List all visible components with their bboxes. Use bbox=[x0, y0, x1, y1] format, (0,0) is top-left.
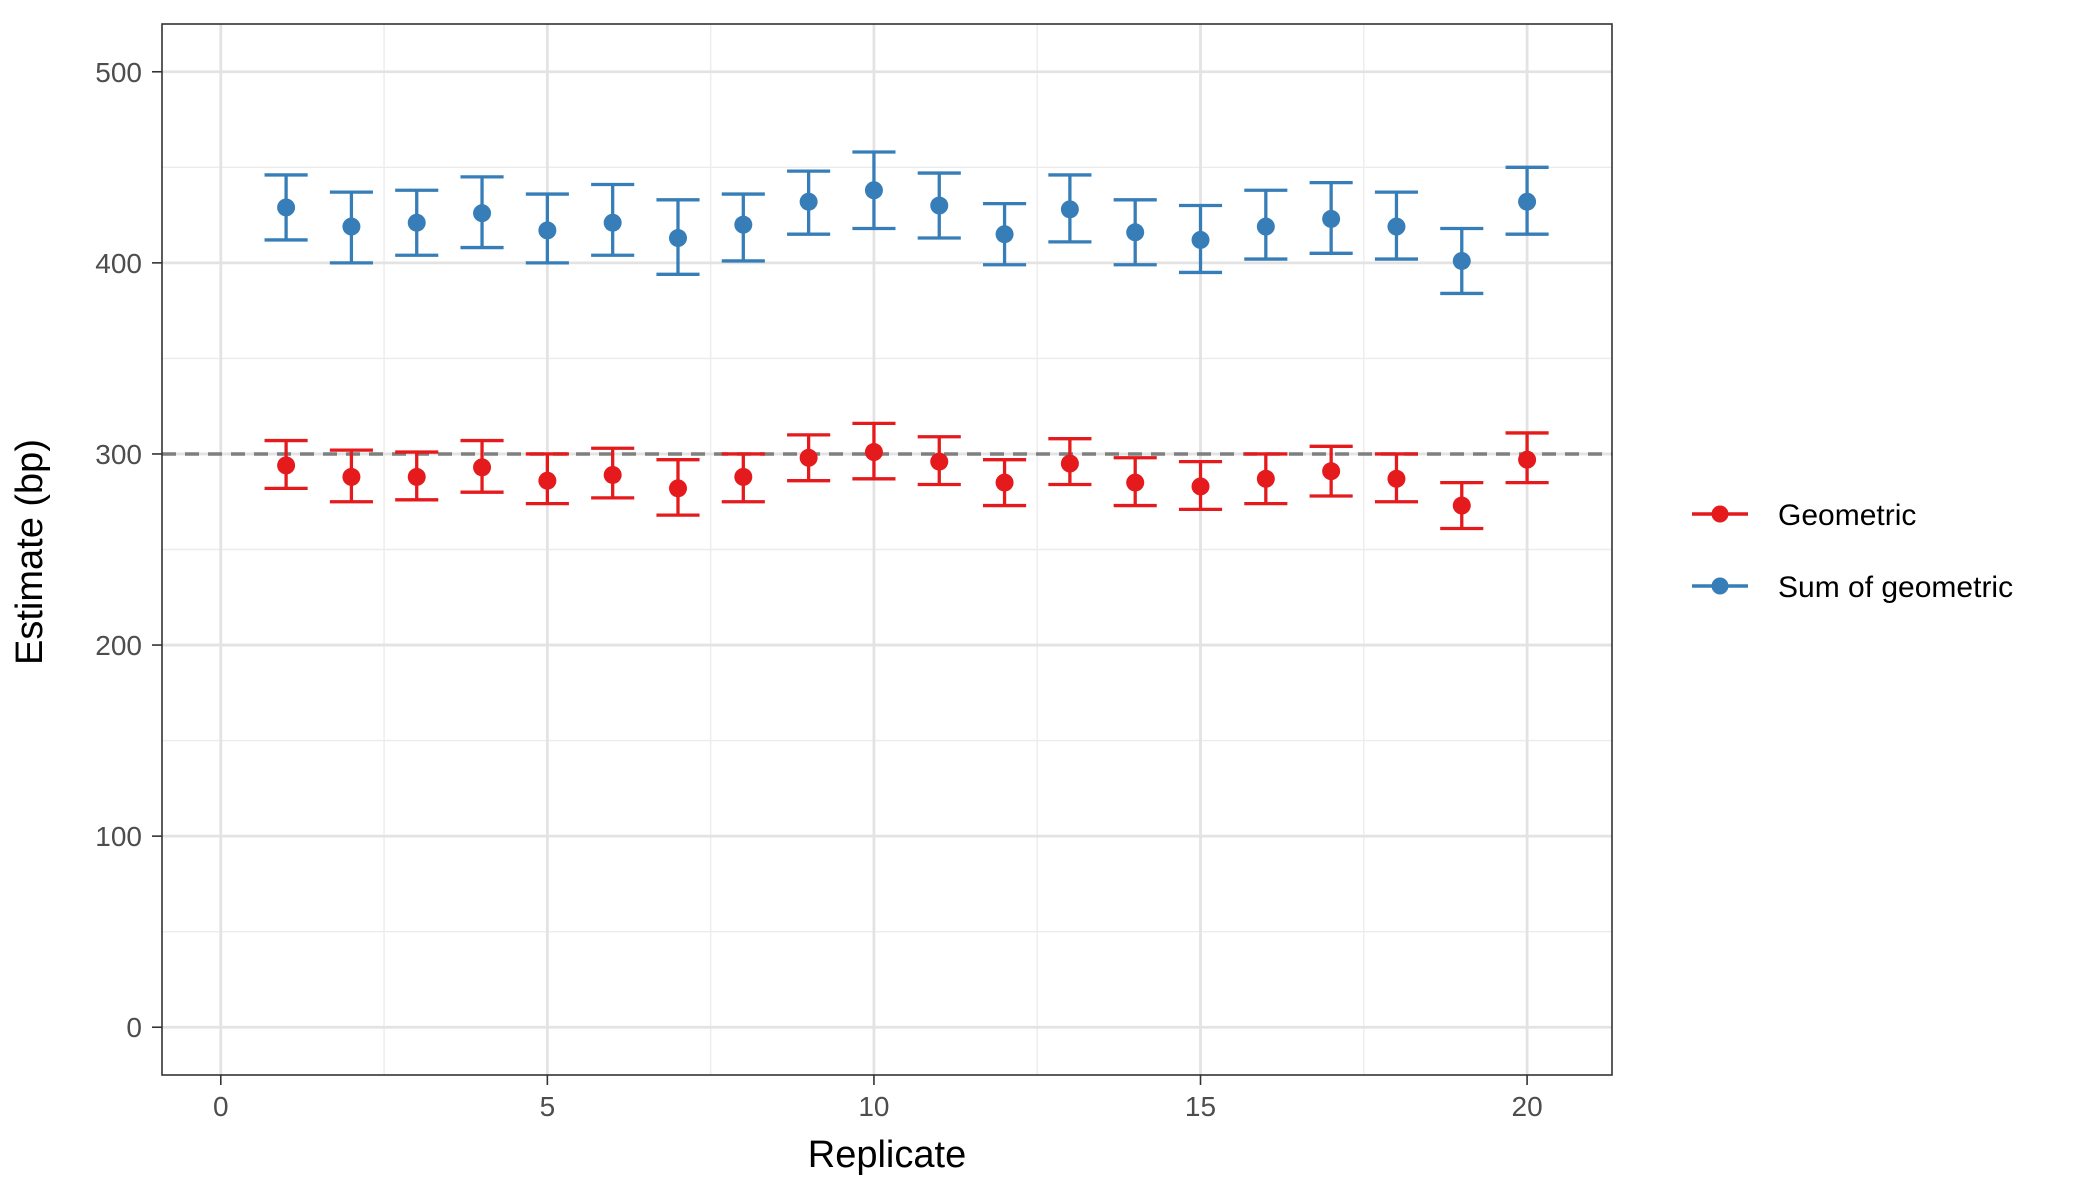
data-point bbox=[603, 465, 622, 484]
legend-item-sum-of-geometric: Sum of geometric bbox=[1692, 571, 2013, 604]
data-point bbox=[1387, 217, 1406, 236]
legend-label-sum-of-geometric: Sum of geometric bbox=[1778, 571, 2013, 604]
data-point bbox=[603, 213, 622, 232]
data-point bbox=[1452, 251, 1471, 270]
panel-border bbox=[161, 23, 1613, 1076]
data-point bbox=[1256, 469, 1275, 488]
data-point bbox=[473, 204, 492, 223]
legend-key-point-geometric bbox=[1711, 505, 1729, 523]
axis-ticks bbox=[152, 70, 1528, 1085]
data-point bbox=[407, 467, 426, 486]
y-tick-label: 500 bbox=[95, 57, 142, 88]
data-point bbox=[734, 215, 753, 234]
y-tick-label: 100 bbox=[95, 821, 142, 852]
data-point bbox=[668, 479, 687, 498]
y-tick-label: 300 bbox=[95, 439, 142, 470]
data-point bbox=[473, 458, 492, 477]
data-point bbox=[1191, 477, 1210, 496]
x-tick-label: 10 bbox=[858, 1091, 889, 1122]
data-point bbox=[538, 221, 557, 240]
data-point bbox=[799, 192, 818, 211]
data-point bbox=[995, 225, 1014, 244]
x-tick-label: 15 bbox=[1185, 1091, 1216, 1122]
data-point bbox=[864, 181, 883, 200]
data-point bbox=[407, 213, 426, 232]
data-point bbox=[1387, 469, 1406, 488]
data-point bbox=[1060, 454, 1079, 473]
legend-label-geometric: Geometric bbox=[1778, 499, 1916, 532]
data-point bbox=[1060, 200, 1079, 219]
y-axis-title: Estimate (bp) bbox=[9, 439, 51, 665]
data-point bbox=[668, 229, 687, 248]
y-tick-label: 200 bbox=[95, 630, 142, 661]
data-point bbox=[1126, 473, 1145, 492]
data-point bbox=[342, 467, 361, 486]
data-point bbox=[995, 473, 1014, 492]
data-point bbox=[1518, 192, 1537, 211]
x-tick-label: 5 bbox=[540, 1091, 556, 1122]
x-tick-label: 20 bbox=[1512, 1091, 1543, 1122]
series-geometric bbox=[264, 421, 1549, 531]
legend: Geometric Sum of geometric bbox=[1692, 499, 2013, 604]
data-point bbox=[864, 443, 883, 462]
data-point bbox=[1191, 230, 1210, 249]
x-tick-label: 0 bbox=[213, 1091, 229, 1122]
data-point bbox=[538, 471, 557, 490]
y-tick-label: 0 bbox=[126, 1012, 142, 1043]
legend-item-geometric: Geometric bbox=[1692, 499, 1916, 532]
data-point bbox=[734, 467, 753, 486]
data-point bbox=[1322, 462, 1341, 481]
minor-gridlines bbox=[162, 24, 1612, 1075]
data-point bbox=[277, 198, 296, 217]
series-sum-of-geometric bbox=[264, 150, 1549, 296]
legend-key-point-sum-of-geometric bbox=[1711, 577, 1729, 595]
data-point bbox=[1452, 496, 1471, 515]
y-tick-label: 400 bbox=[95, 248, 142, 279]
data-point bbox=[342, 217, 361, 236]
data-point bbox=[799, 448, 818, 467]
data-point bbox=[277, 456, 296, 475]
x-axis-title: Replicate bbox=[808, 1134, 966, 1176]
data-point bbox=[1322, 209, 1341, 228]
data-point bbox=[930, 196, 949, 215]
data-point bbox=[1518, 450, 1537, 469]
data-point bbox=[930, 452, 949, 471]
data-point bbox=[1256, 217, 1275, 236]
data-marks bbox=[264, 150, 1549, 531]
data-point bbox=[1126, 223, 1145, 242]
